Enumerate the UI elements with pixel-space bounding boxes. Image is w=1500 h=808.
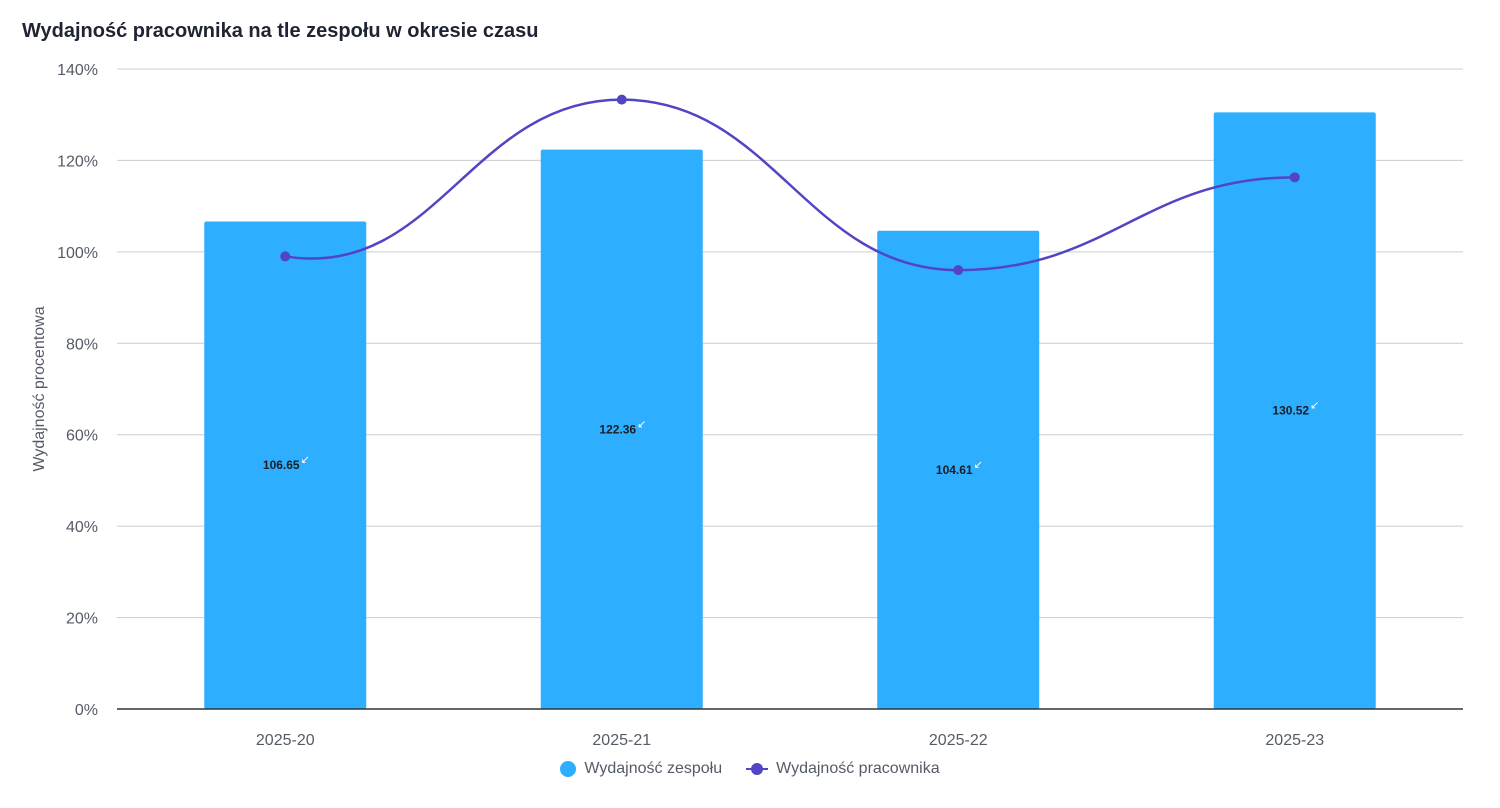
legend-item-employee[interactable]: Wydajność pracownika [746,760,940,778]
y-tick-label: 120% [57,153,98,170]
y-tick-label: 40% [66,519,98,536]
x-tick-label: 2025-22 [929,732,988,749]
bar-2025-20 [204,221,367,709]
y-tick-label: 140% [57,62,98,79]
bar-data-label: 130.52 [1272,404,1309,418]
y-tick-label: 60% [66,428,98,445]
label-arrow-icon: ↙ [974,458,983,471]
legend-item-team[interactable]: Wydajność zespołu [560,760,722,778]
legend-swatch-team [560,761,577,777]
bar-2025-23 [1213,112,1376,709]
bar-2025-22 [877,230,1040,710]
bar-2025-21 [540,149,703,709]
bar-data-label: 106.65 [263,458,300,472]
y-tick-label: 100% [57,245,98,262]
legend-label-team: Wydajność zespołu [584,760,723,777]
legend-label-employee: Wydajność pracownika [776,760,940,777]
bar-data-label: 104.61 [936,463,973,477]
line-point-2025-21 [616,94,627,105]
y-axis-title: Wydajność procentowa [31,306,48,471]
label-arrow-icon: ↙ [637,417,646,430]
x-tick-label: 2025-23 [1265,732,1324,749]
label-arrow-icon: ↙ [1310,399,1319,412]
chart-title: Wydajność pracownika na tle zespołu w ok… [22,20,539,42]
x-tick-label: 2025-20 [256,732,315,749]
y-tick-label: 20% [66,611,98,628]
bar-data-label: 122.36 [599,422,636,436]
chart-legend: Wydajność zespołu Wydajność pracownika [0,760,1500,778]
y-tick-label: 80% [66,336,98,353]
x-tick-label: 2025-21 [592,732,651,749]
line-point-2025-22 [953,265,964,276]
legend-swatch-employee [746,761,769,777]
y-tick-label: 0% [75,702,98,719]
line-point-2025-23 [1289,172,1300,183]
label-arrow-icon: ↙ [301,453,310,466]
line-point-2025-20 [280,251,291,262]
line-series-employee [285,98,1295,272]
